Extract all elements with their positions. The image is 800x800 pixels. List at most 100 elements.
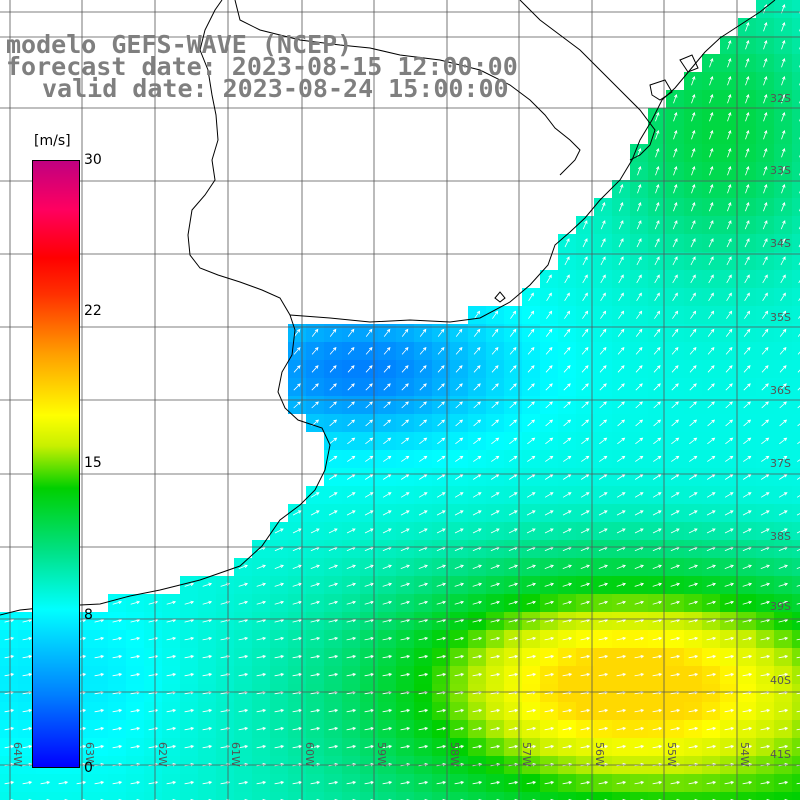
wind-arrow — [491, 365, 499, 373]
wind-arrow — [670, 510, 680, 516]
wind-arrow — [130, 672, 141, 677]
wind-arrow — [778, 618, 789, 623]
wind-arrow — [401, 437, 410, 445]
wind-arrow — [437, 365, 445, 373]
wind-arrow — [581, 383, 589, 391]
wind-arrow — [598, 636, 609, 641]
wind-arrow — [689, 383, 697, 391]
wind-cell — [792, 612, 800, 630]
wind-arrow — [383, 346, 391, 355]
wind-arrow — [454, 510, 464, 516]
wind-arrow — [509, 455, 518, 462]
wind-arrow — [544, 726, 555, 731]
wind-arrow — [689, 328, 697, 337]
wind-arrow — [601, 202, 606, 212]
wind-arrow — [634, 708, 645, 713]
wind-arrow — [580, 528, 590, 534]
wind-arrow — [508, 780, 519, 785]
wind-arrow — [691, 94, 696, 104]
wind-arrow — [726, 274, 732, 284]
wind-arrow — [581, 346, 589, 355]
wind-arrow — [328, 528, 338, 534]
wind-arrow — [636, 238, 642, 248]
lat-label: 32S — [770, 92, 791, 105]
wind-arrow — [436, 780, 447, 785]
wind-arrow — [491, 419, 500, 427]
wind-arrow — [418, 780, 429, 785]
wind-arrow — [562, 636, 573, 641]
wind-arrow — [652, 726, 663, 731]
wind-arrow — [780, 256, 786, 266]
wind-arrow — [689, 346, 697, 355]
wind-cell — [792, 0, 800, 18]
wind-arrow — [779, 383, 787, 391]
wind-arrow — [580, 618, 591, 623]
wind-arrow — [365, 401, 373, 409]
wind-arrow — [760, 474, 770, 480]
wind-arrow — [616, 726, 627, 731]
wind-arrow — [670, 780, 681, 785]
wind-arrow — [778, 582, 789, 587]
wind-arrow — [727, 148, 732, 158]
wind-arrow — [400, 708, 411, 713]
wind-arrow — [184, 780, 195, 785]
wind-cell — [234, 792, 252, 800]
wind-arrow — [580, 708, 591, 713]
wind-arrow — [688, 618, 699, 623]
wind-arrow — [779, 419, 788, 427]
lon-label: 63W — [83, 742, 96, 767]
wind-arrow — [526, 510, 536, 516]
wind-arrow — [526, 744, 537, 749]
wind-arrow — [22, 726, 33, 731]
wind-arrow — [400, 564, 410, 569]
wind-arrow — [508, 600, 519, 605]
wind-arrow — [202, 636, 213, 641]
wind-arrow — [778, 744, 789, 749]
wind-arrow — [672, 256, 678, 266]
wind-arrow — [544, 564, 554, 569]
wind-arrow — [202, 780, 213, 785]
wind-arrow — [526, 600, 537, 605]
wind-arrow — [581, 437, 590, 445]
wind-cell — [792, 522, 800, 540]
wind-arrow — [724, 492, 734, 498]
wind-arrow — [455, 437, 464, 445]
wind-arrow — [745, 112, 750, 122]
wind-arrow — [311, 401, 319, 409]
wind-arrow — [454, 708, 465, 713]
wind-arrow — [634, 564, 644, 569]
wind-arrow — [760, 708, 771, 713]
wind-arrow — [637, 184, 642, 194]
wind-arrow — [706, 510, 716, 516]
wind-arrow — [274, 726, 285, 731]
wind-cell — [594, 792, 612, 800]
wind-arrow — [617, 455, 626, 462]
wind-arrow — [726, 292, 732, 302]
wind-arrow — [508, 474, 518, 480]
wind-arrow — [780, 310, 787, 319]
wind-cell — [396, 792, 414, 800]
wind-arrow — [616, 600, 627, 605]
lat-label: 38S — [770, 530, 791, 543]
wind-arrow — [797, 333, 800, 337]
wind-cell — [288, 792, 306, 800]
wind-cell — [360, 792, 378, 800]
wind-arrow — [382, 708, 393, 713]
wind-arrow — [742, 726, 753, 731]
wind-arrow — [796, 477, 800, 480]
wind-arrow — [796, 495, 800, 498]
wind-arrow — [508, 672, 519, 677]
wind-arrow — [418, 726, 429, 731]
wind-arrow — [760, 492, 770, 498]
lon-label: 56W — [593, 742, 606, 767]
wind-arrow — [436, 474, 446, 480]
wind-arrow — [671, 455, 680, 462]
wind-arrow — [706, 654, 717, 659]
wind-arrow — [796, 710, 800, 713]
wind-cell — [378, 792, 396, 800]
wind-arrow — [742, 510, 752, 516]
wind-arrow — [383, 419, 392, 427]
wind-arrow — [346, 600, 357, 605]
wind-arrow — [490, 600, 501, 605]
wind-arrow — [582, 292, 588, 302]
